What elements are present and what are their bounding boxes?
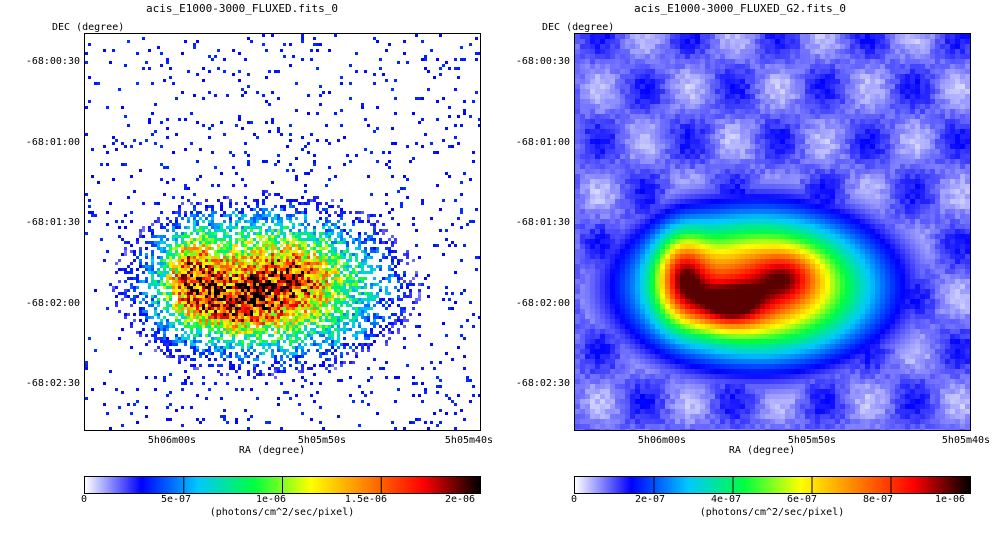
- y-axis-title: DEC (degree): [542, 22, 615, 33]
- colorbar-gradient: [85, 477, 480, 493]
- panel-title: acis_E1000-3000_FLUXED.fits_0: [145, 2, 339, 15]
- colorbar: [574, 476, 971, 494]
- y-tick: -68:00:30: [25, 56, 80, 67]
- colorbar-tick: 1e-06: [255, 494, 287, 505]
- x-tick: 5h06m00s: [637, 435, 687, 446]
- colorbar-tick: 4e-07: [710, 494, 742, 505]
- y-tick: -68:02:00: [515, 298, 570, 309]
- y-tick: -68:02:30: [515, 378, 570, 389]
- colorbar-tick: 1e-06: [934, 494, 966, 505]
- x-tick: 5h05m50s: [297, 435, 347, 446]
- x-tick: 5h06m00s: [147, 435, 197, 446]
- colorbar-unit: (photons/cm^2/sec/pixel): [209, 507, 355, 518]
- x-tick: 5h05m50s: [787, 435, 837, 446]
- right-panel: acis_E1000-3000_FLUXED_G2.fits_0 DEC (de…: [490, 0, 990, 542]
- image-frame[interactable]: [84, 33, 481, 431]
- y-tick: -68:01:00: [515, 137, 570, 148]
- y-tick: -68:02:00: [25, 298, 80, 309]
- colorbar-tick: 5e-07: [160, 494, 192, 505]
- colorbar-tick: 0: [80, 494, 88, 505]
- colorbar-gradient: [575, 477, 970, 493]
- y-tick: -68:00:30: [515, 56, 570, 67]
- y-axis-title: DEC (degree): [52, 22, 125, 33]
- left-panel: acis_E1000-3000_FLUXED.fits_0 DEC (degre…: [25, 2, 494, 518]
- y-tick: -68:01:30: [25, 217, 80, 228]
- panel-title: acis_E1000-3000_FLUXED_G2.fits_0: [634, 2, 846, 15]
- colorbar-tick: 6e-07: [786, 494, 818, 505]
- colorbar-tick: 2e-06: [444, 494, 476, 505]
- image-raw: [85, 34, 480, 430]
- x-axis-title: RA (degree): [728, 445, 796, 456]
- y-tick: -68:01:00: [25, 137, 80, 148]
- colorbar: [84, 476, 481, 494]
- x-tick: 5h05m40s: [444, 435, 494, 446]
- colorbar-unit: (photons/cm^2/sec/pixel): [699, 507, 845, 518]
- colorbar-tick: 2e-07: [634, 494, 666, 505]
- y-tick: -68:02:30: [25, 378, 80, 389]
- x-tick: 5h05m40s: [941, 435, 991, 446]
- colorbar-tick: 8e-07: [862, 494, 894, 505]
- y-tick: -68:01:30: [515, 217, 570, 228]
- image-smoothed: [575, 34, 970, 430]
- colorbar-tick: 1.5e-06: [344, 494, 388, 505]
- colorbar-tick: 0: [570, 494, 578, 505]
- image-frame[interactable]: [574, 33, 971, 431]
- x-axis-title: RA (degree): [238, 445, 306, 456]
